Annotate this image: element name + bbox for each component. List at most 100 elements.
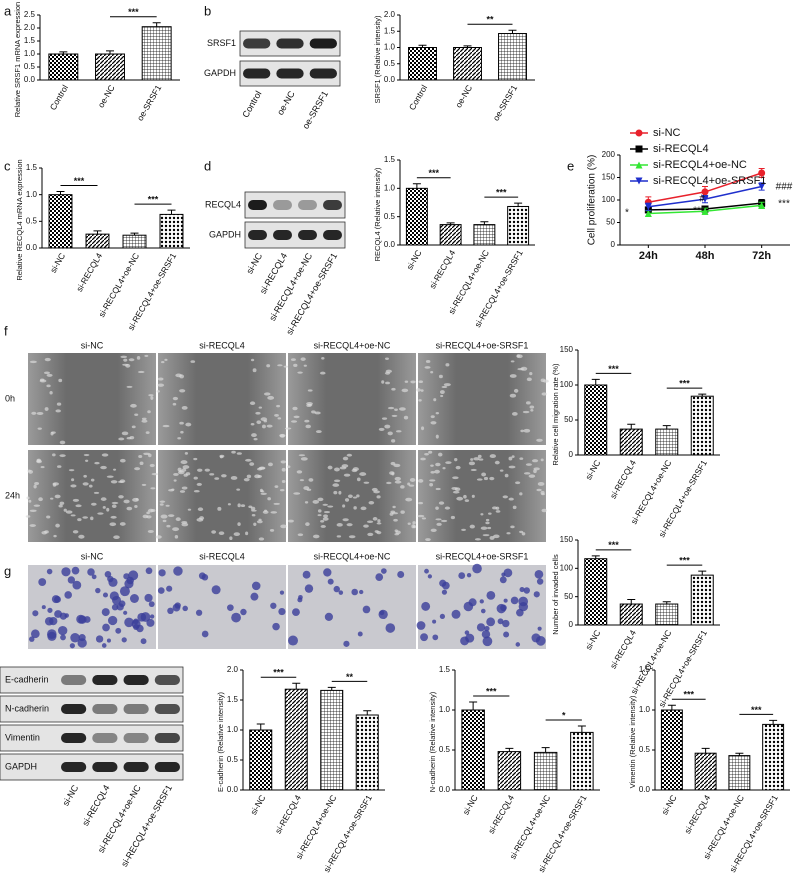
- blot-band: [92, 704, 118, 714]
- significance-label: ***: [74, 176, 85, 186]
- cell: [368, 500, 375, 505]
- marker: [701, 207, 709, 215]
- x-tick-label: si-RECQL4+oe-NC: [96, 251, 141, 319]
- cell: [165, 504, 170, 507]
- cell: [342, 504, 346, 508]
- cell: [88, 484, 93, 488]
- cell: [347, 494, 353, 499]
- y-tick-label: 0.0: [439, 785, 451, 794]
- stained-cell: [502, 619, 510, 628]
- stained-cell: [500, 604, 507, 612]
- marker: [644, 203, 652, 211]
- cell: [262, 510, 269, 514]
- stained-cell: [486, 590, 496, 600]
- blot-lane-label: si-RECQL4: [80, 783, 111, 827]
- cell: [159, 503, 164, 506]
- cell: [77, 518, 82, 522]
- bar: [728, 755, 751, 791]
- y-tick-label: 0.0: [384, 75, 396, 84]
- cell: [164, 358, 168, 361]
- cell: [425, 360, 431, 363]
- stained-cell: [397, 571, 405, 578]
- cell: [274, 485, 279, 488]
- bar: [159, 213, 184, 249]
- cell: [412, 525, 417, 529]
- significance-label: ***: [128, 7, 139, 17]
- stained-cell: [501, 572, 506, 577]
- cell: [172, 527, 180, 532]
- cell: [332, 483, 340, 487]
- cell: [157, 377, 164, 381]
- cell: [536, 488, 542, 492]
- blot-row-label: GAPDH: [209, 229, 241, 239]
- cell: [38, 497, 43, 502]
- stained-cell: [420, 633, 429, 642]
- cell: [346, 453, 353, 457]
- stained-cell: [119, 586, 130, 597]
- error-bar: [130, 232, 139, 236]
- y-tick-label: 0.5: [227, 755, 239, 764]
- cell: [510, 360, 515, 363]
- cell: [46, 515, 51, 519]
- cell: [321, 356, 325, 360]
- cell: [352, 467, 359, 471]
- stained-cell: [58, 625, 68, 636]
- cell: [118, 437, 125, 441]
- cell: [72, 498, 80, 502]
- cell: [93, 491, 100, 494]
- cell: [483, 476, 489, 481]
- cell: [519, 530, 524, 534]
- y-tick-label: 0: [611, 240, 616, 249]
- error-bar: [662, 601, 671, 605]
- stained-cell: [126, 576, 134, 585]
- cell: [489, 535, 495, 540]
- image-column-label: si-RECQL4: [199, 340, 245, 350]
- stained-cell: [518, 596, 528, 607]
- y-tick-label: 1.5: [439, 665, 451, 674]
- blot-row-label: SRSF1: [207, 38, 236, 48]
- cell: [250, 506, 256, 511]
- bar: [48, 53, 79, 81]
- cell: [489, 476, 495, 481]
- stained-cell: [140, 638, 147, 645]
- y-tick-label: 0.0: [384, 240, 396, 249]
- cell: [82, 482, 89, 486]
- cell: [44, 371, 50, 375]
- significance-label: ***: [428, 168, 439, 178]
- cell: [470, 458, 474, 461]
- bar: [122, 234, 147, 249]
- cell: [405, 497, 413, 502]
- cell: [148, 453, 152, 458]
- cell: [461, 528, 466, 531]
- image-column-label: si-NC: [81, 340, 104, 350]
- stained-cell: [140, 612, 151, 622]
- blot-row-label: RECQL4: [205, 199, 241, 209]
- image-row-label: 0h: [5, 393, 15, 403]
- cell: [274, 414, 279, 417]
- y-axis-label: RECQL4 (Relative intensity): [373, 167, 382, 261]
- cell: [308, 478, 314, 482]
- y-axis-label: Number of invaded cells: [551, 554, 560, 635]
- stained-cell: [533, 591, 540, 598]
- cell: [519, 457, 524, 460]
- y-tick-label: 2.0: [227, 665, 239, 674]
- cell: [506, 532, 511, 535]
- cell: [251, 433, 257, 438]
- cell: [425, 538, 431, 541]
- cell: [128, 358, 135, 362]
- y-tick-label: 0: [569, 450, 574, 459]
- error-bar: [701, 747, 710, 754]
- cell: [110, 515, 117, 519]
- stained-cell: [357, 631, 363, 637]
- stained-cell: [343, 640, 350, 647]
- y-tick-label: 0.5: [384, 212, 396, 221]
- cell: [333, 479, 341, 483]
- significance-label: ***: [148, 195, 159, 205]
- cell: [28, 499, 32, 503]
- blot-band: [61, 733, 87, 743]
- stained-cell: [227, 604, 234, 611]
- cell: [147, 529, 154, 534]
- bar: [660, 709, 683, 791]
- cell: [230, 475, 238, 480]
- y-tick-label: 50: [564, 592, 573, 601]
